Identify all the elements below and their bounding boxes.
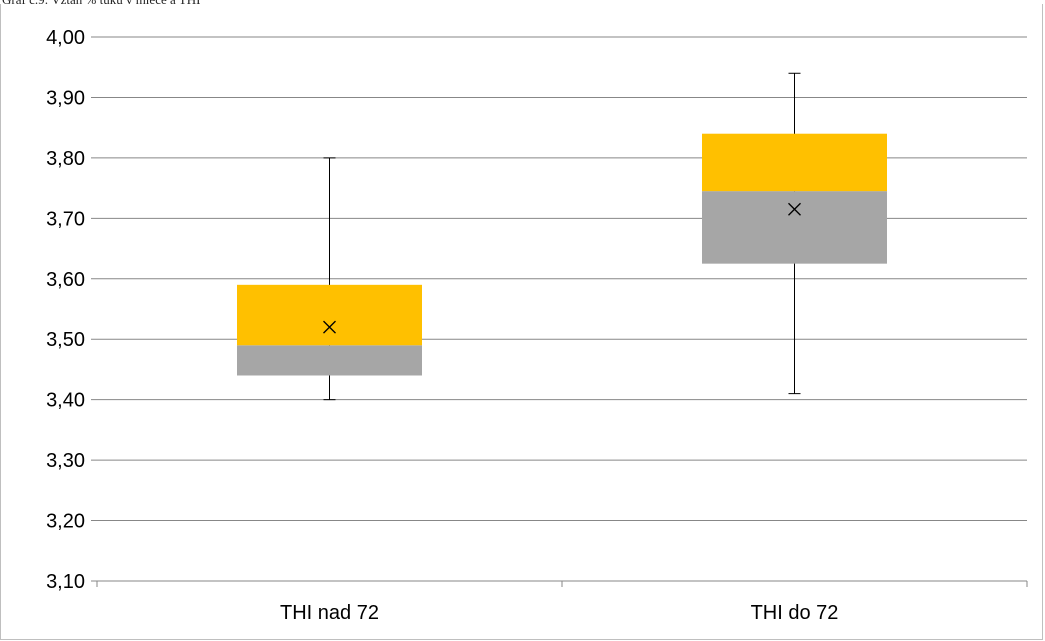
x-category-label: THI do 72 (751, 602, 839, 624)
y-tick-label: 3,60 (46, 269, 85, 291)
box-group-2 (702, 72, 887, 395)
mean-marker (788, 202, 801, 216)
y-tick-label: 3,10 (46, 571, 85, 593)
grid-lines (91, 36, 1027, 582)
chart-caption: Graf č.9: Vztah % tuku v mléce a THI (2, 0, 1042, 8)
y-axis-tick-labels: 3,10 3,20 3,30 3,40 3,50 3,60 3,70 3,80 3,90 4,00 (46, 27, 85, 593)
y-tick-label: 3,70 (46, 208, 85, 230)
x-axis-category-labels: THI nad 72 THI do 72 (280, 602, 838, 624)
box-lower-segment (702, 191, 887, 264)
y-tick-label: 3,20 (46, 511, 85, 533)
box-upper-segment (237, 284, 422, 346)
y-tick-label: 3,50 (46, 329, 85, 351)
chart-frame (0, 4, 1043, 640)
y-tick-label: 3,40 (46, 390, 85, 412)
box-lower-segment (237, 345, 422, 376)
boxes (237, 72, 887, 401)
mean-marker (323, 320, 336, 334)
y-tick-label: 3,80 (46, 148, 85, 170)
y-tick-label: 4,00 (46, 27, 85, 49)
x-category-label: THI nad 72 (280, 602, 379, 624)
y-tick-label: 3,30 (46, 450, 85, 472)
y-tick-label: 3,90 (46, 87, 85, 109)
box-upper-segment (702, 133, 887, 192)
x-axis (96, 581, 1028, 587)
box-group-1 (237, 157, 422, 401)
